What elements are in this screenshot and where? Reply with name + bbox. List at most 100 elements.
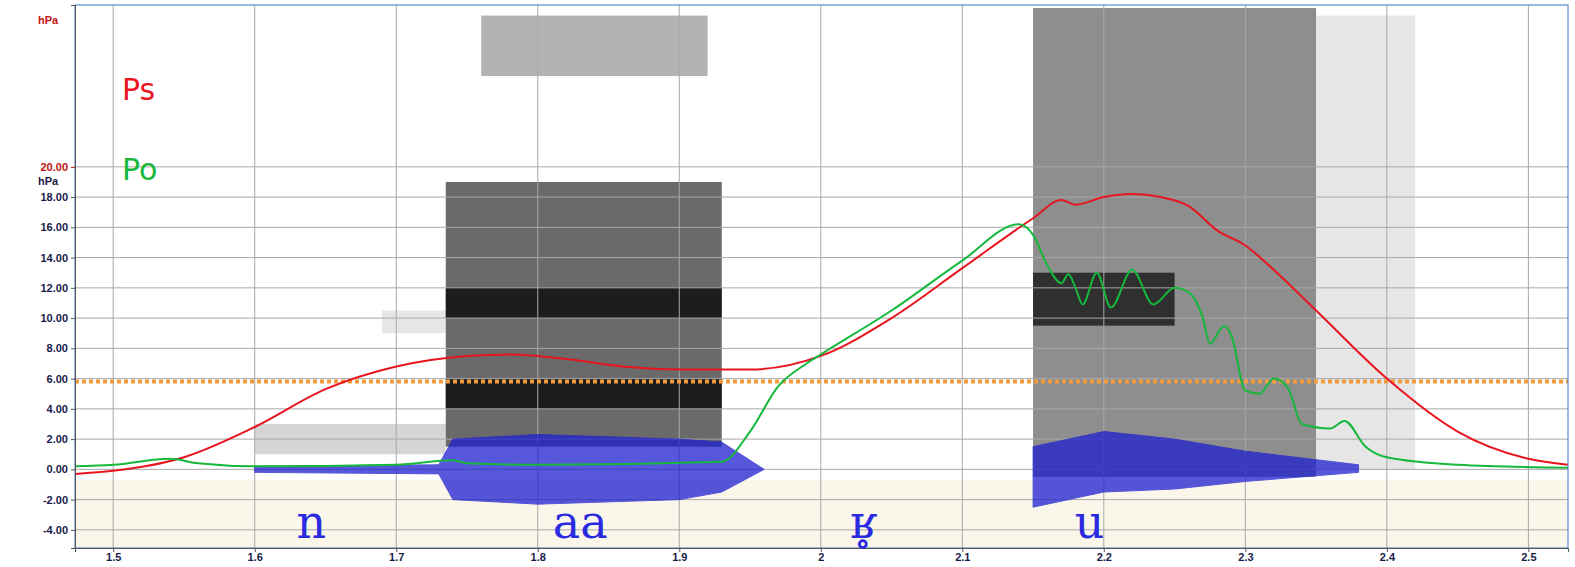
x-tick: 1.8 <box>531 548 546 563</box>
y-tick-mark <box>71 439 75 440</box>
grid-line-y <box>75 257 1568 258</box>
spectrogram-region <box>481 16 707 77</box>
y-tick-label: -2.00 <box>43 494 68 506</box>
y-tick: -2.00 <box>43 494 75 506</box>
segment-label: aa <box>553 495 608 549</box>
x-tick-label: 1.9 <box>672 551 687 563</box>
plot-area <box>75 5 1568 548</box>
x-tick-label: 1.7 <box>389 551 404 563</box>
spectrogram-region <box>446 288 722 318</box>
grid-line-y <box>75 378 1568 379</box>
y-tick-label: 2.00 <box>47 433 68 445</box>
y-tick: 2.00 <box>47 433 75 445</box>
y-tick-label: 0.00 <box>47 463 68 475</box>
y-tick-label: 18.00 <box>40 191 68 203</box>
spectrogram-region <box>1033 8 1316 477</box>
y-tick: 16.00 <box>40 221 75 233</box>
grid-line-x <box>1386 5 1387 548</box>
y-tick-mark <box>71 409 75 410</box>
y-tick-mark <box>71 500 75 501</box>
plot-frame <box>75 5 1568 548</box>
y2-axis-line <box>71 6 76 549</box>
x-tick: 2.5 <box>1521 548 1536 563</box>
x-tick: 1.9 <box>672 548 687 563</box>
chart: 1.5 1.6 1.7 1.8 1.9 2 2.1 2.2 2.3 2.4 2.5 -4.00 -2.0… <box>0 0 1575 567</box>
y-tick-mark <box>71 197 75 198</box>
y2-tick-mark <box>71 167 75 168</box>
y-tick: 12.00 <box>40 282 75 294</box>
x-tick: 1.5 <box>106 548 121 563</box>
y-tick-mark <box>71 348 75 349</box>
grid-line-y <box>75 318 1568 319</box>
x-tick: 2 <box>818 548 824 563</box>
x-tick-label: 2.1 <box>955 551 970 563</box>
x-tick: 2.2 <box>1097 548 1112 563</box>
x-tick-label: 1.5 <box>106 551 121 563</box>
x-tick-label: 2.5 <box>1521 551 1536 563</box>
y-tick-mark <box>71 258 75 259</box>
x-tick: 2.1 <box>955 548 970 563</box>
y-tick-label: 4.00 <box>47 403 68 415</box>
y-tick-mark <box>71 288 75 289</box>
y-tick: 4.00 <box>47 403 75 415</box>
y-tick: -4.00 <box>43 524 75 536</box>
legend-entry: Po <box>122 152 157 187</box>
y-tick-label: 12.00 <box>40 282 68 294</box>
y-tick-label: 8.00 <box>47 342 68 354</box>
grid-line-y2 <box>75 166 1568 167</box>
x-tick: 2.4 <box>1380 548 1396 563</box>
segment-label: ʁ̥ <box>850 495 877 549</box>
spectrogram-region <box>446 182 722 447</box>
y-axis-line <box>71 6 76 549</box>
y-tick-label: 6.00 <box>47 373 68 385</box>
grid-line-x <box>962 5 963 548</box>
y2-axis-title: hPa <box>38 14 59 26</box>
series-line <box>75 224 1568 468</box>
x-tick-label: 1.6 <box>248 551 263 563</box>
y-axis: -4.00 -2.00 0.00 2.00 4.00 6.00 8.00 10.00 12.00… <box>40 6 75 549</box>
segment-label: n <box>297 495 327 549</box>
y-tick: 8.00 <box>47 342 75 354</box>
y-tick-label: 10.00 <box>40 312 68 324</box>
y-tick: 0.00 <box>47 463 75 475</box>
grid-line-y <box>75 439 1568 440</box>
x-tick-label: 1.8 <box>531 551 546 563</box>
grid-line-y <box>75 287 1568 288</box>
y2-tick: 20.00 <box>40 161 75 173</box>
spectrogram-region <box>382 311 446 334</box>
x-tick: 2.3 <box>1238 548 1253 563</box>
y-tick-label: -4.00 <box>43 524 68 536</box>
y-tick: 10.00 <box>40 312 75 324</box>
waveform <box>255 435 764 505</box>
series-line <box>75 194 1568 474</box>
y-axis-title: hPa <box>38 175 59 187</box>
y-tick-label: 16.00 <box>40 221 68 233</box>
grid-line-y <box>75 348 1568 349</box>
grid-line-y <box>75 197 1568 198</box>
y-tick-mark <box>71 379 75 380</box>
x-tick-label: 2.4 <box>1380 551 1396 563</box>
x-tick: 1.6 <box>248 548 263 563</box>
spectrogram-region <box>1316 16 1415 470</box>
y-tick-mark <box>71 318 75 319</box>
y2-axis: 20.00 <box>40 6 75 549</box>
x-tick: 1.7 <box>389 548 404 563</box>
segment-label: u <box>1075 495 1105 549</box>
grid-line-x <box>820 5 821 548</box>
x-tick-label: 2.2 <box>1097 551 1112 563</box>
legend-entry: Ps <box>122 72 155 107</box>
x-axis: 1.5 1.6 1.7 1.8 1.9 2 2.1 2.2 2.3 2.4 2.5 <box>76 548 1569 563</box>
y2-tick-label: 20.00 <box>40 161 68 173</box>
grid-line-y <box>75 227 1568 228</box>
y-tick-mark <box>71 530 75 531</box>
y-tick: 18.00 <box>40 191 75 203</box>
grid-line-x <box>113 5 114 548</box>
y-tick-mark <box>71 227 75 228</box>
plot-background <box>75 5 1568 548</box>
y-tick-mark <box>71 469 75 470</box>
y-tick: 14.00 <box>40 252 75 264</box>
grid-line-y <box>75 408 1568 409</box>
y-tick-label: 14.00 <box>40 252 68 264</box>
lower-band <box>75 480 1568 548</box>
threshold-line <box>75 380 1568 384</box>
